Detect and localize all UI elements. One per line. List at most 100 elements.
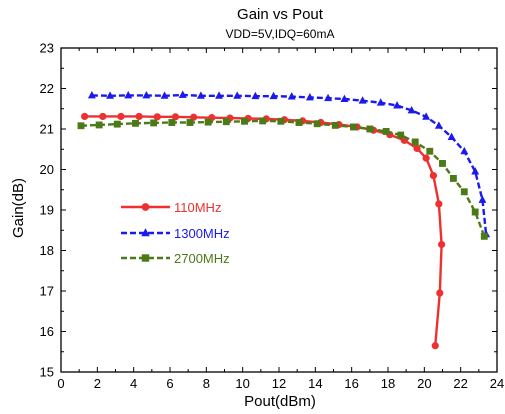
legend-marker — [141, 228, 150, 237]
data-point — [460, 146, 469, 155]
data-point — [168, 119, 176, 126]
data-point — [222, 118, 230, 126]
plot-area — [77, 90, 491, 350]
data-point — [259, 117, 267, 125]
x-tick-label: 14 — [308, 376, 322, 391]
data-point — [324, 93, 333, 102]
series-line — [80, 119, 486, 237]
data-point — [277, 117, 285, 125]
data-point — [77, 122, 85, 130]
data-point — [411, 138, 419, 146]
data-point — [358, 96, 367, 104]
data-point — [178, 90, 187, 98]
x-tick-label: 10 — [235, 376, 249, 391]
data-point — [413, 144, 421, 153]
x-axis-label: Pout(dBm) — [244, 393, 316, 410]
y-tick-label: 22 — [40, 81, 54, 96]
x-tick-label: 2 — [94, 376, 101, 391]
chart-subtitle: VDD=5V,IDQ=60mA — [226, 27, 335, 41]
legend-entry-label: 2700MHz — [174, 251, 230, 266]
x-tick-label: 18 — [381, 376, 395, 391]
series-line — [84, 115, 443, 346]
data-point — [204, 118, 212, 126]
y-tick-label: 23 — [40, 41, 54, 56]
data-point — [422, 154, 430, 162]
data-point — [160, 91, 169, 99]
y-tick-label: 18 — [40, 243, 54, 258]
data-point — [460, 188, 468, 196]
legend: 110MHz 1300MHz 2700MHz — [121, 200, 230, 266]
x-tick-label: 6 — [166, 376, 173, 391]
data-point — [124, 90, 133, 99]
data-point — [436, 289, 444, 297]
data-point — [350, 123, 357, 131]
data-point — [142, 90, 151, 99]
data-point — [171, 113, 180, 121]
data-point — [426, 147, 434, 155]
x-tick-label: 0 — [57, 376, 64, 391]
data-point — [447, 132, 456, 141]
data-point — [215, 91, 224, 99]
data-point — [340, 94, 349, 102]
data-point — [190, 113, 198, 121]
data-point — [429, 171, 438, 180]
data-point — [295, 119, 303, 126]
data-point — [471, 208, 479, 216]
data-point — [99, 112, 107, 121]
data-point — [439, 159, 446, 167]
chart-title: Gain vs Pout — [237, 6, 324, 23]
data-point — [153, 113, 161, 121]
data-point — [397, 131, 405, 139]
legend-marker — [141, 203, 150, 211]
y-tick-label: 20 — [40, 162, 54, 177]
data-point — [422, 112, 431, 120]
data-point — [81, 112, 89, 121]
y-tick-label: 15 — [40, 365, 54, 380]
data-point — [113, 120, 121, 128]
y-axis-label: Gain(dB) — [10, 178, 27, 238]
data-point — [305, 92, 314, 101]
data-point — [95, 121, 103, 129]
data-point — [376, 98, 385, 106]
data-point — [269, 91, 278, 100]
data-point — [117, 112, 125, 121]
data-point — [431, 342, 439, 350]
x-tick-label: 20 — [417, 376, 431, 391]
x-tick-label: 16 — [344, 376, 358, 391]
y-tick-label: 17 — [40, 284, 54, 299]
data-point — [471, 167, 480, 175]
y-tick-label: 19 — [40, 203, 54, 218]
data-point — [135, 112, 143, 121]
x-tick-label: 12 — [272, 376, 286, 391]
data-point — [241, 117, 248, 125]
data-point — [407, 105, 416, 114]
data-point — [251, 91, 260, 100]
data-point — [382, 127, 390, 135]
data-point — [480, 232, 488, 240]
data-point — [186, 119, 194, 126]
data-point — [150, 119, 158, 127]
x-tick-label: 22 — [453, 376, 467, 391]
data-point — [287, 92, 296, 100]
x-tick-label: 4 — [130, 376, 137, 391]
data-point — [196, 91, 205, 99]
data-point — [435, 200, 443, 208]
legend-entry-label: 110MHz — [174, 200, 221, 215]
data-point — [478, 195, 487, 203]
legend-entry-label: 1300MHz — [174, 226, 230, 241]
data-point — [233, 91, 242, 99]
data-point — [106, 91, 115, 99]
y-tick-label: 21 — [40, 122, 54, 137]
data-point — [132, 119, 139, 127]
data-point — [331, 121, 339, 129]
data-point — [449, 174, 457, 182]
data-point — [313, 120, 321, 128]
data-point — [87, 90, 96, 99]
data-point — [366, 125, 374, 133]
series-line — [91, 93, 488, 235]
data-point — [437, 240, 446, 249]
x-tick-label: 8 — [203, 376, 210, 391]
legend-marker — [141, 254, 150, 262]
